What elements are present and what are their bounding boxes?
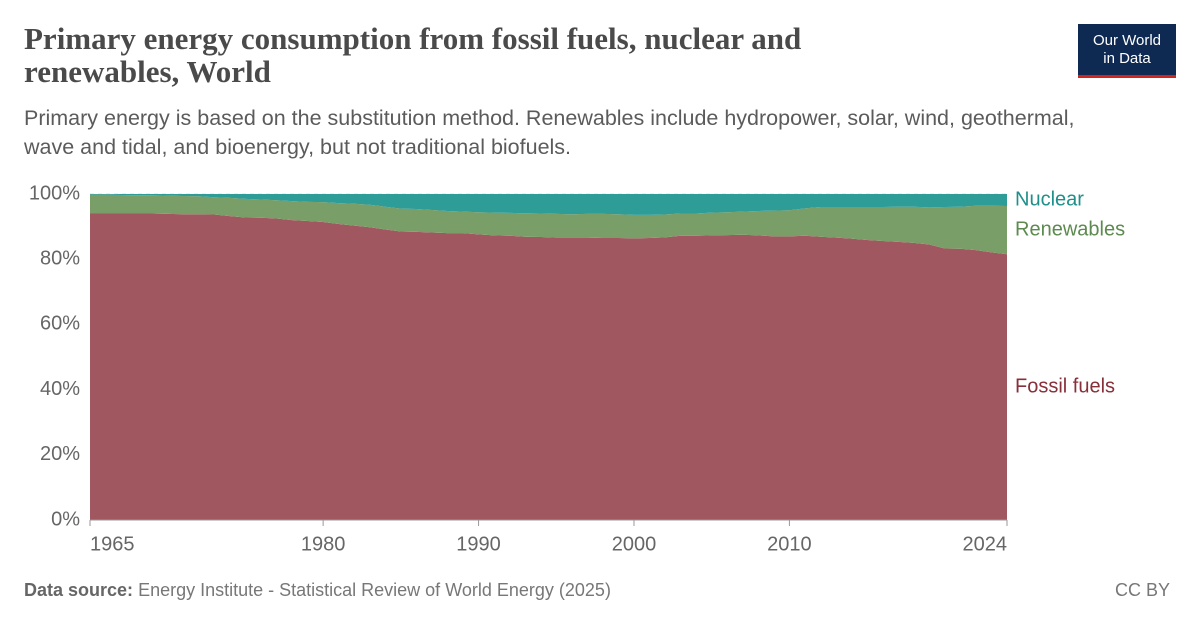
logo-line: Our World <box>1092 32 1162 49</box>
y-tick-label: 60% <box>40 313 80 335</box>
x-tick-label: 1980 <box>301 533 346 555</box>
source: Energy Institute - Statistical Review of… <box>138 580 611 600</box>
area <box>90 213 1007 520</box>
area <box>90 194 1007 255</box>
x-tick-label: 1965 <box>90 533 135 555</box>
x-tick-label: 2010 <box>767 533 812 555</box>
series-label: Renewables <box>1015 218 1125 240</box>
x-tick-label: 1990 <box>456 533 501 555</box>
y-tick-label: 40% <box>40 378 80 400</box>
area <box>90 194 1007 215</box>
chart-title: Primary energy consumption from fossil f… <box>24 21 802 89</box>
source-label: Data source: <box>24 580 134 600</box>
y-tick-label: 20% <box>40 443 80 465</box>
x-tick-label: 2000 <box>612 533 657 555</box>
license[interactable]: CC BY <box>1114 580 1170 600</box>
y-tick-label: 0% <box>51 508 80 530</box>
footer: Data source: Energy Institute - Statisti… <box>24 580 611 601</box>
series-label: Fossil fuels <box>1015 375 1115 397</box>
x-tick-label: 2024 <box>963 533 1008 555</box>
y-tick-label: 100% <box>29 182 80 204</box>
logo[interactable]: Our World in Data <box>1078 24 1176 78</box>
y-tick-label: 80% <box>40 247 80 269</box>
series-label: Nuclear <box>1015 188 1084 210</box>
chart-subtitle: Primary energy is based on the substitut… <box>24 106 1075 159</box>
logo-line: in Data <box>1103 50 1151 67</box>
